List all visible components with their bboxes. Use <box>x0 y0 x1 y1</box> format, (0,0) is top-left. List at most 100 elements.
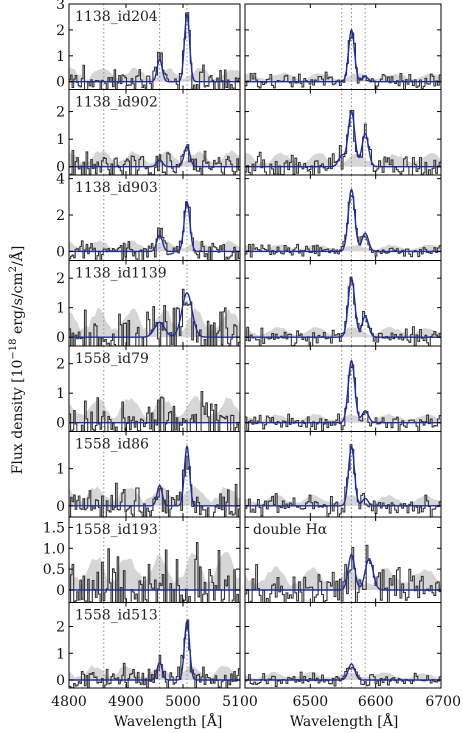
panel-1138_id204-right <box>244 3 442 90</box>
y-axis-title-sup1: −18 <box>8 338 19 359</box>
panel-1558_id86-right <box>244 431 442 518</box>
y-tick-label: 2 <box>56 620 65 636</box>
noise-envelope <box>69 67 240 82</box>
y-axis-title: Flux density [10−18 erg/s/cm2/Å] <box>8 246 26 475</box>
panel-label: 1558_id193 <box>75 522 158 538</box>
y-tick-label: 1 <box>56 49 65 65</box>
panel-label: 1558_id86 <box>75 437 149 453</box>
model-fit-line <box>69 292 240 338</box>
panel-label: 1138_id903 <box>75 180 158 196</box>
model-fit-line <box>245 28 441 83</box>
panel-plot-area <box>245 175 441 261</box>
spectrum-trace <box>245 110 441 175</box>
y-tick-label: 2 <box>56 357 65 373</box>
panel-note: double Hα <box>253 522 328 538</box>
model-fit-line <box>245 277 441 338</box>
y-tick-label: 0 <box>56 330 65 346</box>
panel-plot-area <box>69 89 240 175</box>
y-tick-label: 0 <box>56 583 65 599</box>
noise-envelope <box>69 395 240 423</box>
panel-plot-area <box>69 517 240 603</box>
model-fit-line <box>69 620 240 681</box>
panel-plot-area <box>245 260 441 346</box>
noise-envelope <box>245 152 441 167</box>
x-axis-title-right: Wavelength [Å] <box>290 712 399 730</box>
panel-label: 1138_id1139 <box>75 266 167 282</box>
panel-label: 1558_id513 <box>75 608 158 624</box>
spectrum-trace <box>245 444 441 517</box>
y-tick-label: 1.5 <box>43 520 65 536</box>
y-tick-label: 0.5 <box>43 562 65 578</box>
panel-frame <box>244 602 442 689</box>
panel-1558_id513-right <box>244 602 442 689</box>
x-tick-label: 5000 <box>165 694 201 710</box>
x-tick-label: 4900 <box>108 694 144 710</box>
spectrum-trace <box>245 276 441 346</box>
noise-envelope <box>245 72 441 82</box>
y-tick-label: 1 <box>56 301 65 317</box>
panel-1558_id86-left: 0 1 1558_id86 <box>56 431 241 518</box>
panel-plot-area <box>69 260 240 346</box>
panel-label: 1138_id204 <box>75 9 158 25</box>
model-fit-line <box>69 145 240 168</box>
y-tick-label: 1 <box>56 132 65 148</box>
panel-1138_id204-left: 0 1 2 3 1138_id204 <box>56 0 241 91</box>
spectrum-trace <box>245 195 441 258</box>
spectrum-trace <box>245 544 441 603</box>
y-tick-label: 0 <box>56 416 65 432</box>
y-tick-label: 1 <box>56 386 65 402</box>
panel-1138_id902-left: 0 1 2 1138_id902 <box>56 89 241 176</box>
x-tick-label: 6600 <box>358 694 394 710</box>
model-fit-line <box>69 13 240 83</box>
panel-1558_id513-left: 0 1 2 1558_id513 <box>56 602 241 689</box>
y-tick-label: 1.0 <box>43 541 65 557</box>
panel-plot-area <box>245 89 441 175</box>
panel-plot-area <box>245 431 441 517</box>
y-tick-label: 2 <box>56 105 65 121</box>
panel-plot-area <box>245 4 441 90</box>
panel-1558_id79-left: 0 1 2 1558_id79 <box>56 345 241 432</box>
model-fit-line <box>69 445 240 507</box>
panel-plot-area <box>69 175 240 261</box>
model-fit-line <box>245 359 441 424</box>
noise-envelope <box>245 566 441 590</box>
panel-plot-area <box>69 346 240 432</box>
y-axis-title-main: Flux density [10 <box>10 360 26 475</box>
spectrum-trace <box>69 390 240 432</box>
y-tick-label: 0 <box>56 75 65 91</box>
noise-envelope <box>245 413 441 423</box>
y-tick-label: 1 <box>56 462 65 478</box>
panel-label: 1558_id79 <box>75 351 149 367</box>
y-tick-label: 1 <box>56 646 65 662</box>
panel-plot-area <box>245 602 441 688</box>
panel-plot-area <box>245 517 441 603</box>
noise-envelope <box>245 326 441 338</box>
model-fit-line <box>245 188 441 253</box>
noise-envelope <box>69 551 240 590</box>
panel-frame <box>68 602 241 689</box>
noise-envelope <box>69 150 240 167</box>
model-fit-line <box>245 663 441 681</box>
x-tick-label: 5100 <box>222 694 258 710</box>
panel-plot-area <box>245 346 441 432</box>
x-tick-label: 6700 <box>425 694 461 710</box>
panel-plot-area <box>69 602 240 688</box>
model-fit-line <box>245 110 441 168</box>
spectrum-trace <box>69 12 240 90</box>
model-fit-line <box>245 553 441 591</box>
y-tick-label: 2 <box>56 23 65 39</box>
panel-label: 1138_id902 <box>75 95 158 111</box>
panel-1138_id902-right <box>244 89 442 176</box>
spectrum-trace <box>70 541 240 603</box>
y-axis-title-end: /Å] <box>8 246 26 266</box>
spectrum-trace <box>69 201 240 261</box>
panel-1138_id903-right <box>244 174 442 261</box>
y-tick-label: 4 <box>56 172 65 188</box>
y-tick-label: 0 <box>56 244 65 260</box>
panel-1138_id1139-right <box>244 260 442 347</box>
panel-1558_id79-right <box>244 345 442 432</box>
panel-1558_id193-left: 0 0.5 1.0 1.5 1558_id193 <box>43 516 241 603</box>
panel-1138_id1139-left: 0 1 2 1138_id1139 <box>56 260 241 347</box>
panel-grid: 0 1 2 3 1138_id204 0 1 2 1138_id902 0 2 4 1138_id903… <box>43 0 461 710</box>
